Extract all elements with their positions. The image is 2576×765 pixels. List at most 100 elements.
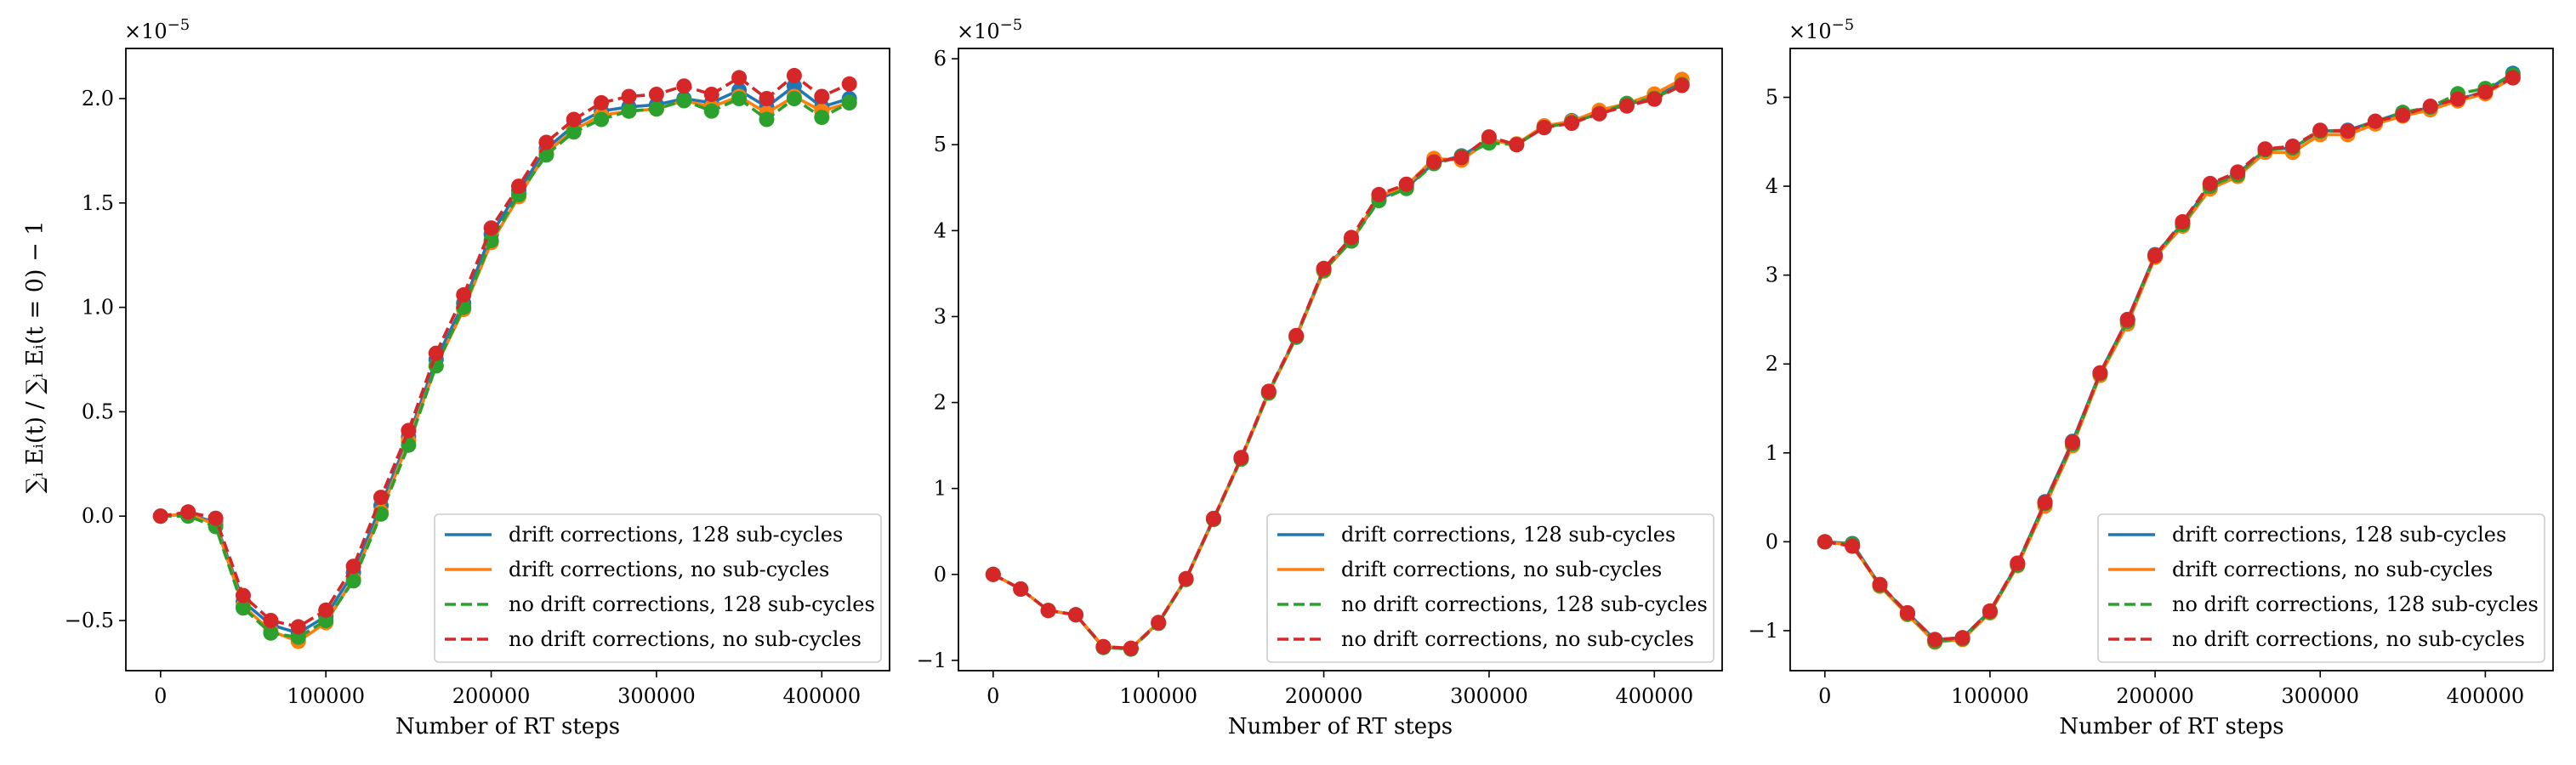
scale-exponent: −5 xyxy=(1832,16,1855,34)
x-tick-label: 100000 xyxy=(287,684,365,708)
x-tick-label: 300000 xyxy=(617,684,696,708)
data-point xyxy=(2037,495,2053,511)
data-point xyxy=(2395,107,2411,123)
data-point xyxy=(1040,603,1056,619)
data-point xyxy=(1674,77,1690,94)
chart-panel-2: 0 100000 200000 300000 400000 −1 0 1 2 3 4 5 6 ×10−5 N… xyxy=(917,16,1723,740)
data-point xyxy=(456,286,472,303)
data-point xyxy=(2368,113,2383,129)
y-tick-label: 1 xyxy=(1766,441,1778,465)
y-tick-label: 0 xyxy=(1766,530,1778,553)
chart-panel-1: 0 100000 200000 300000 400000 −0.5 0.0 0.5 1.0 1.… xyxy=(65,16,890,740)
y-tick-label: 5 xyxy=(1766,86,1778,110)
data-point xyxy=(318,602,334,618)
data-point xyxy=(1618,98,1635,114)
data-point xyxy=(2257,141,2273,157)
y-scale-factor: ×10−5 xyxy=(957,16,1022,43)
y-tick-label: −0.5 xyxy=(65,609,114,632)
x-tick-label: 200000 xyxy=(1285,684,1363,708)
data-point xyxy=(1872,576,1888,592)
data-point xyxy=(594,111,610,128)
scale-exponent: −5 xyxy=(168,16,190,34)
data-point xyxy=(263,625,279,641)
x-tick-label: 300000 xyxy=(1450,684,1528,708)
x-tick-label: 100000 xyxy=(1951,684,2029,708)
data-point xyxy=(648,87,664,102)
data-point xyxy=(1481,129,1497,145)
data-point xyxy=(152,508,168,524)
y-tick-label: 0.0 xyxy=(82,504,114,528)
data-point xyxy=(759,91,775,106)
data-point xyxy=(428,345,444,361)
data-point xyxy=(566,124,582,140)
plot-frame xyxy=(1789,48,2554,672)
data-point xyxy=(1178,570,1194,586)
legend-entry-4: no drift corrections, no sub-cycles xyxy=(509,627,862,651)
data-point xyxy=(208,510,224,526)
plot-frame xyxy=(958,48,1723,672)
data-point xyxy=(236,587,251,604)
data-point xyxy=(841,94,857,110)
data-point xyxy=(786,67,802,83)
data-point xyxy=(483,220,499,236)
legend: drift corrections, 128 sub-cycles drift c… xyxy=(1266,513,1714,663)
x-tick-label: 0 xyxy=(1818,684,1831,708)
x-axis-label: Number of RT steps xyxy=(2059,714,2283,740)
data-point xyxy=(290,629,306,645)
chart-panel-3: 0 100000 200000 300000 400000 −1 0 1 2 3 4 5 ×10−5 Nu… xyxy=(1749,16,2554,740)
data-point xyxy=(1344,230,1359,246)
data-point xyxy=(2010,555,2026,571)
data-point xyxy=(373,490,389,506)
y-tick-label: 1 xyxy=(934,477,947,501)
data-point xyxy=(2505,70,2521,86)
data-point xyxy=(1398,176,1414,192)
data-point xyxy=(2092,365,2108,381)
data-point xyxy=(2230,164,2246,180)
x-axis-label: Number of RT steps xyxy=(1228,714,1453,740)
data-point xyxy=(1845,538,1861,554)
y-axis-label: ∑ᵢ Eᵢ(t) / ∑ᵢ Eᵢ(t = 0) − 1 xyxy=(22,221,48,494)
data-point xyxy=(786,91,802,106)
legend-box xyxy=(434,513,882,663)
data-point xyxy=(759,111,775,128)
legend-box xyxy=(1266,513,1714,663)
data-point xyxy=(1564,116,1580,131)
y-tick-label: 3 xyxy=(1766,264,1778,287)
data-point xyxy=(731,91,748,106)
data-point xyxy=(1151,615,1167,631)
data-point xyxy=(401,422,417,439)
data-point xyxy=(1536,120,1552,135)
y-tick-label: 4 xyxy=(1766,174,1778,198)
data-point xyxy=(1013,581,1029,597)
x-tick-label: 100000 xyxy=(1119,684,1197,708)
series-layer xyxy=(152,67,857,649)
data-point xyxy=(1260,383,1277,400)
legend: drift corrections, 128 sub-cycles drift c… xyxy=(2097,513,2545,663)
legend-entry-2: drift corrections, no sub-cycles xyxy=(2172,558,2493,581)
data-point xyxy=(483,233,499,248)
data-point xyxy=(676,93,692,109)
data-point xyxy=(2202,175,2218,191)
x-tick-label: 0 xyxy=(987,684,999,708)
x-tick-label: 300000 xyxy=(2281,684,2359,708)
legend-entry-3: no drift corrections, 128 sub-cycles xyxy=(1341,592,1708,616)
data-point xyxy=(1899,605,1915,620)
data-point xyxy=(566,111,582,128)
data-point xyxy=(2119,311,2135,327)
data-point xyxy=(290,619,306,635)
data-point xyxy=(1817,534,1833,550)
y-tick-label: 1.0 xyxy=(82,296,114,320)
y-tick-label: 2 xyxy=(1766,352,1778,376)
y-scale-factor: ×10−5 xyxy=(1788,16,1854,43)
data-point xyxy=(1927,632,1943,648)
y-tick-label: 4 xyxy=(934,218,947,242)
scale-base: ×10 xyxy=(124,20,168,43)
series-layer xyxy=(985,71,1690,657)
x-tick-label: 200000 xyxy=(2116,684,2194,708)
data-point xyxy=(1453,150,1470,166)
y-tick-label: 6 xyxy=(934,47,947,71)
data-point xyxy=(263,613,279,628)
data-point xyxy=(621,103,637,119)
data-point xyxy=(1068,607,1083,623)
y-tick-label: 3 xyxy=(934,304,947,328)
